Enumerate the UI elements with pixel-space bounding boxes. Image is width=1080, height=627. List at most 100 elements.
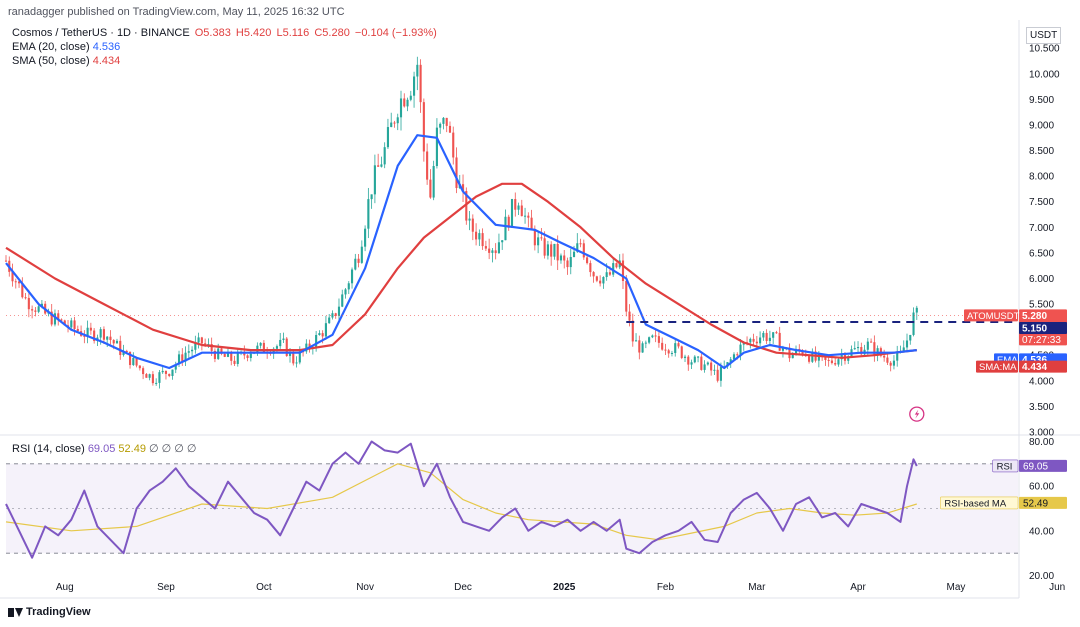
candle-body bbox=[697, 356, 700, 358]
candle-body bbox=[847, 356, 850, 361]
candle-body bbox=[736, 354, 739, 356]
candle-body bbox=[282, 338, 285, 340]
candle-body bbox=[390, 122, 393, 128]
candle-body bbox=[488, 248, 491, 253]
candle-body bbox=[605, 272, 608, 278]
sma50-line bbox=[5, 182, 917, 359]
candle-body bbox=[693, 356, 696, 363]
ema20-line bbox=[5, 134, 917, 370]
candle-body bbox=[765, 332, 768, 341]
candle-body bbox=[17, 281, 21, 284]
rsi-axis-name-tag bbox=[992, 459, 1019, 473]
rsi-tick-label: 20.00 bbox=[1029, 571, 1054, 582]
candle-body bbox=[634, 340, 638, 342]
rsi-axis-tag-value: 69.05 bbox=[1023, 461, 1048, 472]
candle-body bbox=[341, 294, 344, 307]
candle-body bbox=[827, 359, 830, 361]
candle-body bbox=[478, 233, 481, 240]
candle-body bbox=[230, 352, 233, 361]
candle-body bbox=[99, 329, 102, 338]
candle-body bbox=[556, 243, 559, 261]
candle-body bbox=[128, 351, 132, 366]
time-tick-label: Oct bbox=[256, 582, 272, 593]
price-tick-label: 6.000 bbox=[1029, 274, 1054, 285]
candle-body bbox=[808, 356, 811, 362]
candle-body bbox=[161, 370, 164, 373]
candle-body bbox=[439, 123, 442, 128]
price-tick-label: 8.000 bbox=[1029, 172, 1054, 183]
candle-body bbox=[125, 350, 128, 352]
candle-body bbox=[667, 350, 670, 354]
candle-body bbox=[902, 347, 905, 352]
candle-body bbox=[471, 218, 474, 232]
candle-body bbox=[210, 343, 213, 351]
candle-body bbox=[661, 342, 664, 350]
candle-body bbox=[772, 332, 775, 338]
rsi-line bbox=[5, 440, 918, 559]
candle-body bbox=[373, 165, 376, 195]
candle-body bbox=[866, 341, 869, 350]
candle-body bbox=[102, 329, 105, 340]
candle-body bbox=[396, 117, 399, 124]
candle-body bbox=[687, 356, 690, 365]
candle-body bbox=[514, 199, 517, 210]
ema-legend-label: EMA (20, close) bbox=[12, 41, 90, 53]
candle-body bbox=[651, 335, 654, 338]
candle-body bbox=[719, 366, 722, 381]
time-tick-label: Dec bbox=[454, 582, 472, 593]
candle-body bbox=[886, 357, 889, 363]
candle-body bbox=[204, 343, 207, 345]
candle-body bbox=[638, 340, 641, 353]
candle-body bbox=[158, 372, 161, 383]
candle-body bbox=[364, 228, 367, 247]
time-tick-label: Sep bbox=[157, 582, 175, 593]
candle-body bbox=[115, 340, 119, 344]
candle-body bbox=[468, 218, 471, 221]
rsi-axis-tag bbox=[1019, 496, 1067, 509]
candle-body bbox=[292, 352, 295, 364]
candle-body bbox=[83, 335, 86, 337]
candle-body bbox=[830, 360, 833, 364]
candle-body bbox=[755, 341, 758, 344]
candle-body bbox=[191, 349, 194, 352]
price-axis-name-tag bbox=[964, 309, 1018, 322]
candle-body bbox=[305, 343, 308, 352]
candle-body bbox=[703, 364, 706, 370]
candle-body bbox=[856, 347, 860, 349]
candle-body bbox=[520, 205, 523, 217]
candle-body bbox=[337, 306, 341, 316]
price-tick-label: 4.000 bbox=[1029, 376, 1054, 387]
candle-body bbox=[586, 257, 589, 264]
ema-legend: EMA (20, close) 4.536 bbox=[12, 41, 120, 53]
candle-body bbox=[566, 260, 569, 268]
symbol-title: Cosmos / TetherUS · 1D · BINANCE bbox=[12, 27, 190, 39]
candle-body bbox=[350, 269, 354, 284]
sma-legend: SMA (50, close) 4.434 bbox=[12, 55, 120, 67]
candle-body bbox=[262, 342, 265, 353]
candle-body bbox=[53, 313, 57, 325]
candle-body bbox=[706, 362, 709, 365]
candle-body bbox=[295, 362, 298, 364]
candle-body bbox=[602, 277, 605, 284]
currency-button[interactable]: USDT bbox=[1026, 27, 1062, 44]
price-tick-label: 3.500 bbox=[1029, 402, 1054, 413]
candle-body bbox=[546, 244, 549, 256]
candle-body bbox=[184, 352, 187, 362]
candle-body bbox=[34, 310, 37, 312]
candle-body bbox=[768, 337, 771, 341]
sma-legend-label: SMA (50, close) bbox=[12, 55, 90, 67]
candle-body bbox=[448, 125, 452, 133]
candle-body bbox=[399, 98, 403, 118]
candle-body bbox=[246, 355, 249, 358]
candle-body bbox=[690, 362, 693, 365]
candle-body bbox=[187, 351, 190, 353]
candle-body bbox=[481, 233, 484, 247]
publisher-note: ranadagger published on TradingView.com,… bbox=[8, 6, 345, 18]
candle-body bbox=[670, 352, 674, 354]
candle-body bbox=[716, 369, 719, 381]
candle-body bbox=[794, 348, 798, 355]
candle-body bbox=[148, 374, 151, 378]
rsi-axis-tag-value: 52.49 bbox=[1023, 498, 1048, 509]
candle-body bbox=[285, 338, 288, 356]
